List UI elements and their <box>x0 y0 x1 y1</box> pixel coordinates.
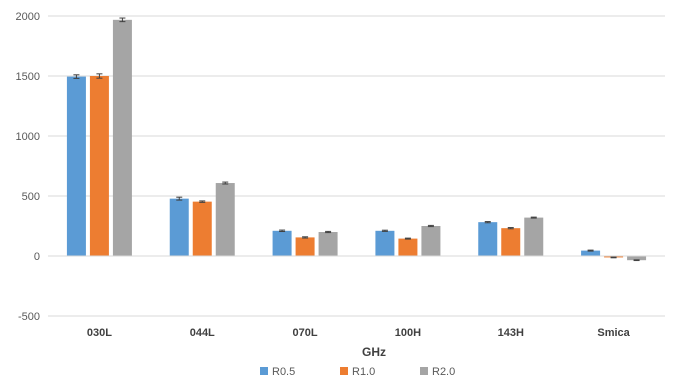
error-bar <box>587 249 594 252</box>
legend-swatch <box>420 367 428 375</box>
y-tick-label: -500 <box>18 311 40 323</box>
error-bar <box>381 229 388 232</box>
y-axis-ticks: -500 0 500 1000 1500 2000 <box>16 11 40 323</box>
legend-swatch <box>340 367 348 375</box>
legend: R0.5 R1.0 R2.0 <box>260 366 455 378</box>
legend-swatch <box>260 367 268 375</box>
legend-item: R2.0 <box>420 366 455 378</box>
legend-label: R1.0 <box>352 366 375 378</box>
legend-label: R0.5 <box>272 366 295 378</box>
bar-r0-5-070l <box>272 230 292 256</box>
bar-r2-0-070l <box>318 232 338 256</box>
error-bar <box>404 237 411 240</box>
bar-r0-5-100h <box>375 230 395 256</box>
error-bar <box>279 229 286 233</box>
error-bar <box>96 73 103 79</box>
bar-r0-5-044l <box>169 198 189 256</box>
y-tick-label: 2000 <box>16 11 40 23</box>
error-bar <box>176 196 183 201</box>
error-bar <box>530 216 537 219</box>
bar-r0-5-143h <box>478 222 498 256</box>
bar-r2-0-smica <box>627 256 647 261</box>
bar-r0-5-smica <box>581 250 601 256</box>
x-tick-label: 070L <box>293 327 318 339</box>
legend-item: R0.5 <box>260 366 295 378</box>
error-bar <box>427 224 434 228</box>
x-axis-label: GHz <box>362 345 386 359</box>
error-bar <box>302 236 309 239</box>
y-tick-label: 1500 <box>16 71 40 83</box>
bar-r2-0-030l <box>112 19 132 257</box>
gridlines <box>48 15 665 317</box>
x-tick-label: 100H <box>395 327 421 339</box>
error-bar <box>119 17 126 23</box>
error-bar <box>222 181 229 185</box>
bar-r2-0-044l <box>215 183 235 256</box>
error-bar <box>73 74 80 79</box>
bar-r2-0-143h <box>524 217 544 256</box>
bar-r1-0-143h <box>501 228 521 256</box>
x-tick-label: 143H <box>498 327 524 339</box>
x-axis-categories: 030L 044L 070L 100H 143H Smica <box>87 327 631 339</box>
bars <box>66 19 647 261</box>
bar-r2-0-100h <box>421 226 441 256</box>
x-tick-label: 030L <box>87 327 112 339</box>
legend-item: R1.0 <box>340 366 375 378</box>
bar-r1-0-100h <box>398 238 418 256</box>
x-tick-label: 044L <box>190 327 215 339</box>
legend-label: R2.0 <box>432 366 455 378</box>
error-bars <box>73 17 640 262</box>
error-bar <box>507 227 514 230</box>
y-tick-label: 500 <box>22 191 40 203</box>
x-tick-label: Smica <box>597 327 630 339</box>
error-bar <box>633 259 640 262</box>
y-tick-label: 1000 <box>16 131 40 143</box>
error-bar <box>325 230 332 234</box>
bar-r0-5-030l <box>66 76 86 256</box>
error-bar <box>199 200 206 203</box>
y-tick-label: 0 <box>34 251 40 263</box>
bar-r1-0-030l <box>89 76 109 256</box>
error-bar <box>484 221 491 224</box>
error-bar <box>610 256 617 259</box>
bar-r1-0-044l <box>192 201 212 256</box>
bar-r1-0-070l <box>295 237 315 256</box>
